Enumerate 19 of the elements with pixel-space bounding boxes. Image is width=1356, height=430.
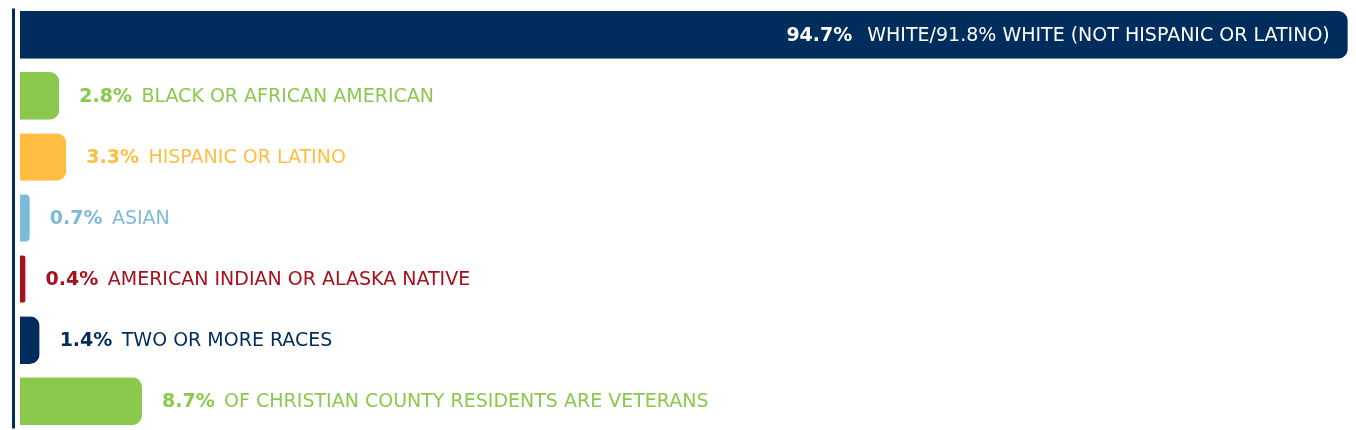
y-tick-label: AMERICAN INDIAN OR ALASKA NATIVE [107,267,471,290]
y-tick-label: TWO OR MORE RACES [120,328,333,351]
data-label: 94.7% [786,22,853,45]
bar [20,11,1348,59]
bar [20,72,60,120]
data-label: 2.8% [79,83,132,106]
data-label: 0.7% [49,206,103,228]
data-label: 1.4% [59,328,113,351]
y-tick-label: WHITE/91.8% WHITE (NOT HISPANIC OR LATINO) [867,22,1330,45]
y-tick-label: OF CHRISTIAN COUNTY RESIDENTS ARE VETERANS [224,389,709,412]
data-label: 3.3% [86,144,139,167]
bar [20,316,40,364]
bar [20,377,142,425]
y-tick-label: BLACK OR AFRICAN AMERICAN [141,83,434,106]
y-tick-label: HISPANIC OR LATINO [148,144,346,167]
bar [20,133,67,181]
data-label: 0.4% [45,267,99,290]
data-label: 8.7% [161,389,215,412]
y-tick-label: ASIAN [111,206,170,228]
